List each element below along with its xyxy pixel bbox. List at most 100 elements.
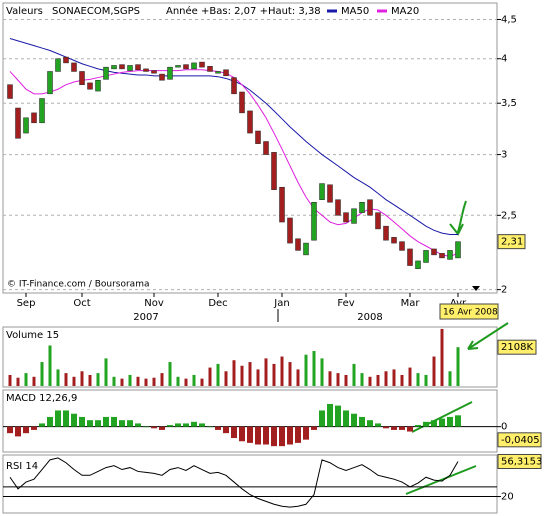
current-value: 2108K: [501, 342, 533, 353]
bar: [343, 410, 349, 427]
bar: [127, 420, 133, 427]
bar: [304, 354, 308, 386]
candle: [215, 71, 221, 74]
current-value: 56,3153: [501, 456, 542, 467]
bar: [56, 369, 60, 386]
bar: [287, 426, 293, 445]
y-tick-label: 4,5: [501, 14, 517, 25]
bar: [87, 420, 93, 427]
bar: [344, 374, 348, 386]
bar: [311, 426, 317, 430]
bar: [144, 378, 148, 386]
bar: [424, 374, 428, 386]
y-tick-label: 20: [501, 492, 514, 503]
bar: [224, 371, 228, 386]
bar: [71, 413, 77, 427]
bar: [31, 426, 37, 430]
bar: [176, 376, 180, 386]
candle: [127, 65, 133, 71]
x-tick-label: Mar: [401, 298, 421, 309]
bar: [440, 328, 444, 386]
bar: [391, 426, 397, 430]
bar: [96, 373, 100, 386]
bar: [423, 421, 429, 427]
candle: [399, 241, 405, 251]
header-range: Année +Bas: 2,07 +Haut: 3,38: [166, 5, 321, 17]
candle: [335, 199, 341, 216]
bar: [208, 367, 212, 386]
bar: [359, 416, 365, 427]
bar: [255, 426, 261, 445]
candle: [207, 66, 213, 72]
candle: [271, 152, 277, 190]
legend-label: MA20: [391, 6, 419, 17]
rsi-line: [9, 457, 459, 508]
x-tick-label: Jan: [273, 298, 289, 309]
price-panel: [2, 2, 498, 294]
bar: [431, 420, 437, 427]
candle: [247, 110, 253, 134]
bar: [375, 423, 381, 427]
x-tick-label: Nov: [144, 298, 164, 309]
candle: [415, 260, 421, 269]
candle: [15, 107, 21, 139]
candle: [279, 186, 285, 223]
bar: [95, 420, 101, 427]
bar: [223, 426, 229, 434]
candle: [255, 130, 261, 144]
panel-title: MACD 12,26,9: [6, 393, 77, 404]
panel-title: Volume 15: [6, 330, 59, 341]
candle: [407, 248, 413, 266]
candle: [39, 98, 45, 124]
candle: [375, 212, 381, 230]
candle: [23, 117, 29, 134]
panel-title: RSI 14: [6, 461, 38, 472]
credit: © IT-Finance.com / Boursorama: [7, 280, 149, 290]
bar: [40, 362, 44, 386]
bar: [72, 376, 76, 386]
x-tick-label: Dec: [208, 298, 227, 309]
bar: [247, 426, 253, 443]
bar: [104, 358, 108, 386]
bar: [47, 416, 53, 427]
bar: [415, 425, 421, 427]
current-value: 2,31: [501, 237, 523, 248]
bar: [384, 371, 388, 386]
bar: [128, 374, 132, 386]
candle: [287, 217, 293, 244]
bar: [48, 345, 52, 386]
bar: [23, 426, 29, 434]
bar: [383, 426, 389, 429]
bar: [183, 423, 189, 427]
candle: [191, 62, 197, 70]
bar: [407, 426, 413, 432]
candle: [343, 212, 349, 223]
current-value-box: [497, 234, 526, 250]
candle: [159, 73, 165, 81]
bar: [119, 420, 125, 427]
candle: [199, 61, 205, 68]
current-value-box: [497, 339, 537, 355]
bar: [447, 416, 453, 427]
scroll-marker: [472, 286, 480, 291]
current-value: -0,0405: [501, 435, 540, 446]
candle: [359, 201, 365, 213]
header-label: Valeurs: [6, 6, 43, 17]
bar: [151, 426, 157, 429]
bar: [16, 377, 20, 386]
y-tick-label: 2,5: [501, 210, 517, 221]
bar: [351, 413, 357, 427]
bar: [120, 378, 124, 386]
candle: [391, 237, 397, 244]
bar: [88, 374, 92, 386]
bar: [24, 373, 28, 386]
candle: [71, 62, 77, 72]
candle: [31, 112, 37, 124]
bar: [191, 421, 197, 427]
bar: [199, 423, 205, 427]
rsi-panel: [2, 454, 498, 514]
current-value-box: [497, 453, 542, 469]
candle: [135, 64, 141, 70]
bar: [400, 374, 404, 386]
